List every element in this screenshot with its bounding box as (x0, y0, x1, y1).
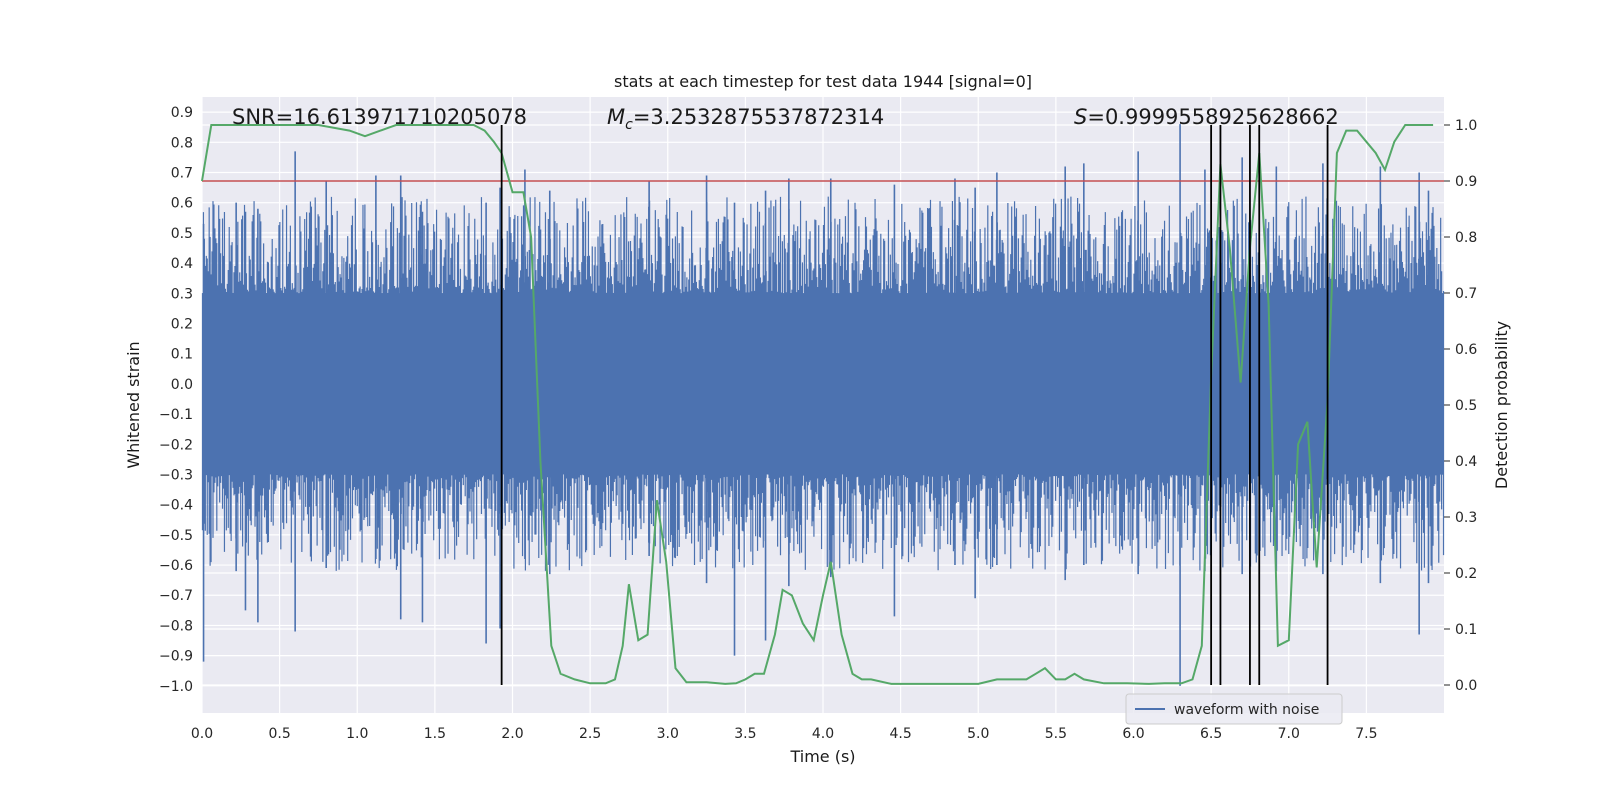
y-left-tick-label: −1.0 (159, 679, 193, 695)
y-left-tick-label: −0.2 (159, 437, 193, 453)
y-left-tick-label: −0.5 (159, 528, 193, 544)
x-tick-label: 2.0 (501, 726, 523, 742)
y-left-tick-label: −0.7 (159, 588, 193, 604)
x-tick-label: 7.5 (1355, 726, 1377, 742)
legend: waveform with noise (1125, 693, 1343, 725)
x-tick-label: 4.0 (812, 726, 834, 742)
x-tick-label: 0.0 (191, 726, 213, 742)
x-tick-label: 5.0 (967, 726, 989, 742)
mc-value: =3.2532875537872314 (633, 105, 884, 129)
y-right-axis-label: Detection probability (1492, 321, 1511, 489)
s-symbol: S (1074, 105, 1087, 129)
mc-subscript: c (625, 117, 633, 133)
y-left-tick-label: −0.6 (159, 558, 193, 574)
y-left-tick-label: 0.9 (171, 105, 193, 121)
chirp-mass-annotation: Mc=3.2532875537872314 (607, 105, 884, 133)
x-tick-label: 5.5 (1045, 726, 1067, 742)
y-left-axis-label: Whitened strain (124, 341, 143, 468)
y-right-tick-label: 1.0 (1455, 118, 1477, 134)
x-tick-label: 1.5 (424, 726, 446, 742)
x-tick-label: 6.0 (1122, 726, 1144, 742)
waveform-noise-trace (201, 196, 1445, 571)
y-right-tick-label: 0.7 (1455, 286, 1477, 302)
y-left-tick-label: −0.9 (159, 649, 193, 665)
snr-annotation: SNR=16.613971710205078 (232, 105, 527, 129)
x-tick-label: 3.0 (657, 726, 679, 742)
y-left-axis-ticks: 0.9 0.8 0.7 0.6 0.5 0.4 0.3 0.2 0.1 0.0 −0.1 −0.2 −0… (159, 105, 193, 695)
vertical-markers (500, 125, 1329, 685)
x-axis-ticks: 0.0 0.5 1.0 1.5 2.0 2.5 3.0 3.5 4.0 4.5 5.0 5.5 6.0 6… (191, 726, 1378, 742)
y-left-tick-label: 0.8 (171, 135, 193, 151)
y-left-tick-label: 0.4 (171, 256, 193, 272)
y-left-tick-label: 0.7 (171, 165, 193, 181)
y-right-tick-label: 0.5 (1455, 398, 1477, 414)
x-tick-label: 1.0 (346, 726, 368, 742)
legend-label: waveform with noise (1174, 702, 1319, 718)
x-tick-label: 7.0 (1278, 726, 1300, 742)
probability-series (201, 124, 1434, 685)
s-annotation: S=0.9999558925628662 (1074, 105, 1339, 129)
s-value: =0.9999558925628662 (1087, 105, 1338, 129)
y-right-axis-ticks: 1.0 0.9 0.8 0.7 0.6 0.5 0.4 0.3 0.2 0.1 0.0 (1444, 118, 1477, 694)
y-right-tick-label: 0.6 (1455, 342, 1477, 358)
y-left-tick-label: 0.6 (171, 196, 193, 212)
x-axis-label: Time (s) (789, 747, 855, 766)
y-left-tick-label: 0.3 (171, 286, 193, 302)
y-left-tick-label: 0.2 (171, 316, 193, 332)
y-left-tick-label: 0.0 (171, 377, 193, 393)
y-left-tick-label: −0.3 (159, 467, 193, 483)
y-right-tick-label: 0.1 (1455, 622, 1477, 638)
x-tick-label: 0.5 (268, 726, 290, 742)
y-right-tick-label: 0.8 (1455, 230, 1477, 246)
x-tick-label: 6.5 (1200, 726, 1222, 742)
x-tick-label: 3.5 (734, 726, 756, 742)
legend-box (1125, 693, 1343, 725)
y-right-tick-label: 0.9 (1455, 174, 1477, 190)
waveform-series (201, 124, 1445, 686)
y-left-tick-label: −0.8 (159, 618, 193, 634)
y-left-tick-label: −0.4 (159, 498, 193, 514)
y-right-tick-label: 0.2 (1455, 566, 1477, 582)
y-right-tick-label: 0.3 (1455, 510, 1477, 526)
y-left-tick-label: 0.5 (171, 226, 193, 242)
x-tick-label: 2.5 (579, 726, 601, 742)
y-left-tick-label: −0.1 (159, 407, 193, 423)
y-right-tick-label: 0.0 (1455, 678, 1477, 694)
x-tick-label: 4.5 (889, 726, 911, 742)
y-right-tick-label: 0.4 (1455, 454, 1477, 470)
chart-title: stats at each timestep for test data 194… (614, 72, 1032, 91)
y-left-tick-label: 0.1 (171, 347, 193, 363)
mc-symbol: M (607, 105, 625, 129)
